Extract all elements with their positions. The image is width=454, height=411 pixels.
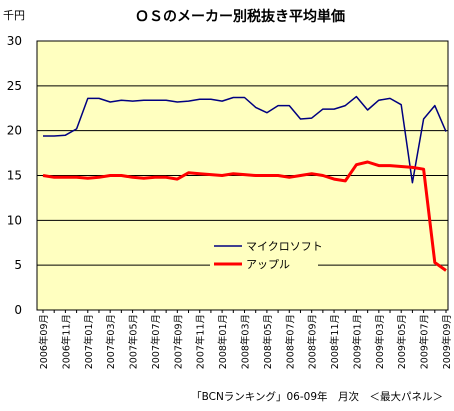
x-tick-label: 2008年01月 — [217, 314, 229, 369]
y-tick-label: 0 — [14, 303, 22, 317]
x-tick-label: 2007年09月 — [172, 314, 184, 369]
x-tick-label: 2007年05月 — [128, 314, 140, 369]
x-tick-label: 2006年11月 — [60, 314, 72, 369]
x-tick-label: 2008年11月 — [329, 314, 341, 369]
y-tick-label: 20 — [7, 124, 22, 138]
y-axis-tick-labels: 0 5 10 15 20 25 30 — [7, 34, 22, 317]
x-tick-label: 2008年05月 — [262, 314, 274, 369]
series-lines — [42, 95, 447, 272]
x-tick-label: 2009年01月 — [351, 314, 363, 369]
series-line-1 — [42, 160, 447, 272]
x-axis-ticks — [42, 310, 447, 313]
x-tick-label: 2008年09月 — [307, 314, 319, 369]
legend-label-0: マイクロソフト — [246, 240, 323, 253]
x-tick-label: 2008年07月 — [284, 314, 296, 369]
y-tick-label: 10 — [7, 213, 22, 227]
x-tick-label: 2009年07月 — [419, 314, 431, 369]
y-tick-label: 15 — [7, 169, 22, 183]
y-tick-label: 5 — [14, 258, 22, 272]
chart-title: ＯＳのメーカー別税抜き平均単価 — [135, 8, 345, 25]
x-tick-label: 2009年03月 — [374, 314, 386, 369]
x-tick-label: 2007年07月 — [150, 314, 162, 369]
x-tick-label: 2007年11月 — [195, 314, 207, 369]
y-axis-unit-label: 千円 — [3, 9, 25, 22]
series-line-0 — [43, 95, 447, 184]
x-axis-tick-labels: 2006年09月 2006年11月 2007年01月 2007年03月 2007年05月… — [38, 314, 453, 369]
x-tick-label: 2006年09月 — [38, 314, 50, 369]
y-tick-label: 25 — [7, 79, 22, 93]
x-tick-label: 2009年05月 — [396, 314, 408, 369]
x-tick-label: 2009年09月 — [441, 314, 453, 369]
legend-label-1: アップル — [246, 258, 290, 271]
legend-box — [210, 236, 318, 274]
x-tick-label: 2007年03月 — [105, 314, 117, 369]
footnote: 「BCNランキング」06-09年 月次 ＜最大パネル＞ — [191, 390, 443, 403]
y-tick-label: 30 — [7, 34, 22, 48]
x-tick-label: 2008年03月 — [240, 314, 252, 369]
x-tick-label: 2007年01月 — [83, 314, 95, 369]
